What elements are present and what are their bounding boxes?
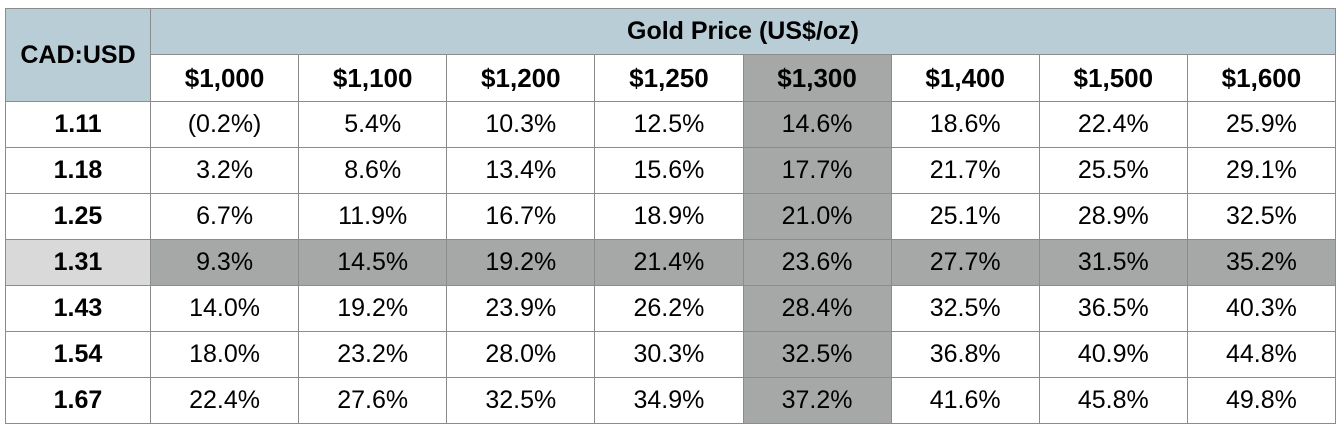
table-cell: 36.5% [1038,285,1188,332]
table-cell: 25.5% [1038,147,1188,194]
table-cell: 28.4% [742,285,892,332]
table-cell: 18.9% [594,193,744,240]
table-cell: 12.5% [594,101,744,148]
row-header: 1.43 [5,285,151,332]
table-cell: 31.5% [1038,239,1188,286]
table-cell: 49.8% [1186,377,1337,424]
gold-price-group-header: Gold Price (US$/oz) [150,8,1336,55]
table-cell: 22.4% [1038,101,1188,148]
table-row: 1.11 (0.2%) 5.4% 10.3% 12.5% 14.6% 18.6% 22.4% 2… [5,101,1337,148]
table-cell: 3.2% [149,147,300,194]
table-cell: 22.4% [149,377,300,424]
column-header: $1,500 [1038,54,1188,102]
group-header-row: CAD:USD Gold Price (US$/oz) [5,8,1336,102]
table-row: 1.43 14.0% 19.2% 23.9% 26.2% 28.4% 32.5% 36.5% 4… [5,285,1337,332]
table-cell: 28.0% [446,331,596,378]
column-header: $1,300 [742,54,892,102]
table-cell: 17.7% [742,147,892,194]
table-cell: 14.6% [742,101,892,148]
row-header: 1.67 [5,377,151,424]
table-cell: 32.5% [742,331,892,378]
row-header: 1.11 [5,101,151,148]
column-header: $1,250 [594,54,744,102]
table-cell: 6.7% [149,193,300,240]
sensitivity-table: CAD:USD Gold Price (US$/oz) $1,000 $1,100… [5,8,1337,424]
column-header: $1,600 [1186,54,1337,102]
table-cell: 32.5% [446,377,596,424]
table-cell: 23.9% [446,285,596,332]
row-header: 1.31 [5,239,151,286]
table-cell: 41.6% [890,377,1040,424]
column-header: $1,200 [446,54,596,102]
table-row: 1.18 3.2% 8.6% 13.4% 15.6% 17.7% 21.7% 25.5% 29.… [5,147,1337,194]
table-cell: 10.3% [446,101,596,148]
table-cell: 28.9% [1038,193,1188,240]
sensitivity-table-container: CAD:USD Gold Price (US$/oz) $1,000 $1,100… [5,8,1337,424]
table-cell: 32.5% [890,285,1040,332]
row-header: 1.25 [5,193,151,240]
table-cell: 23.6% [742,239,892,286]
table-cell: 37.2% [742,377,892,424]
table-cell: 11.9% [298,193,448,240]
table-cell: 21.7% [890,147,1040,194]
table-cell: (0.2%) [149,101,300,148]
column-header-row: $1,000 $1,100 $1,200 $1,250 $1,300 $1,400 $1,5… [6,54,1337,102]
table-cell: 25.1% [890,193,1040,240]
table-row: 1.67 22.4% 27.6% 32.5% 34.9% 37.2% 41.6% 45.8% 4… [5,377,1337,424]
table-cell: 40.3% [1186,285,1337,332]
corner-header: CAD:USD [5,8,151,102]
table-cell: 45.8% [1038,377,1188,424]
table-cell: 21.4% [594,239,744,286]
table-cell: 19.2% [446,239,596,286]
column-header: $1,100 [298,54,448,102]
table-cell: 27.7% [890,239,1040,286]
table-row: 1.25 6.7% 11.9% 16.7% 18.9% 21.0% 25.1% 28.9% 32… [5,193,1337,240]
column-header: $1,000 [149,54,300,102]
table-cell: 15.6% [594,147,744,194]
table-cell: 21.0% [742,193,892,240]
table-cell: 5.4% [298,101,448,148]
table-cell: 29.1% [1186,147,1337,194]
table-cell: 19.2% [298,285,448,332]
table-cell: 13.4% [446,147,596,194]
table-cell: 40.9% [1038,331,1188,378]
table-cell: 34.9% [594,377,744,424]
table-body: 1.11 (0.2%) 5.4% 10.3% 12.5% 14.6% 18.6% 22.4% 2… [5,101,1337,424]
table-cell: 14.0% [149,285,300,332]
table-cell: 16.7% [446,193,596,240]
table-cell: 9.3% [149,239,300,286]
table-cell: 27.6% [298,377,448,424]
table-row: 1.54 18.0% 23.2% 28.0% 30.3% 32.5% 36.8% 40.9% 4… [5,331,1337,378]
column-header: $1,400 [890,54,1040,102]
table-cell: 14.5% [298,239,448,286]
table-row: 1.31 9.3% 14.5% 19.2% 21.4% 23.6% 27.7% 31.5% 35… [5,239,1337,286]
table-cell: 35.2% [1186,239,1337,286]
table-cell: 26.2% [594,285,744,332]
table-cell: 23.2% [298,331,448,378]
row-header: 1.18 [5,147,151,194]
table-cell: 25.9% [1186,101,1337,148]
table-cell: 30.3% [594,331,744,378]
table-cell: 32.5% [1186,193,1337,240]
row-header: 1.54 [5,331,151,378]
table-cell: 36.8% [890,331,1040,378]
table-cell: 8.6% [298,147,448,194]
table-cell: 18.0% [149,331,300,378]
table-cell: 44.8% [1186,331,1337,378]
table-cell: 18.6% [890,101,1040,148]
